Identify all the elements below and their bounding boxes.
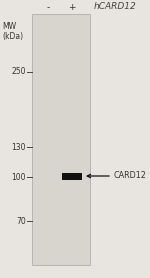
Text: CARD12: CARD12: [114, 172, 147, 180]
Text: -: -: [46, 3, 50, 12]
Text: 130: 130: [12, 143, 26, 152]
Text: 100: 100: [12, 173, 26, 182]
Text: 250: 250: [12, 68, 26, 76]
Text: hCARD12: hCARD12: [94, 2, 137, 11]
Bar: [32, 14, 90, 265]
Text: MW
(kDa): MW (kDa): [2, 22, 23, 41]
Bar: [62, 173, 82, 180]
Text: +: +: [68, 3, 76, 12]
Text: 70: 70: [16, 217, 26, 225]
